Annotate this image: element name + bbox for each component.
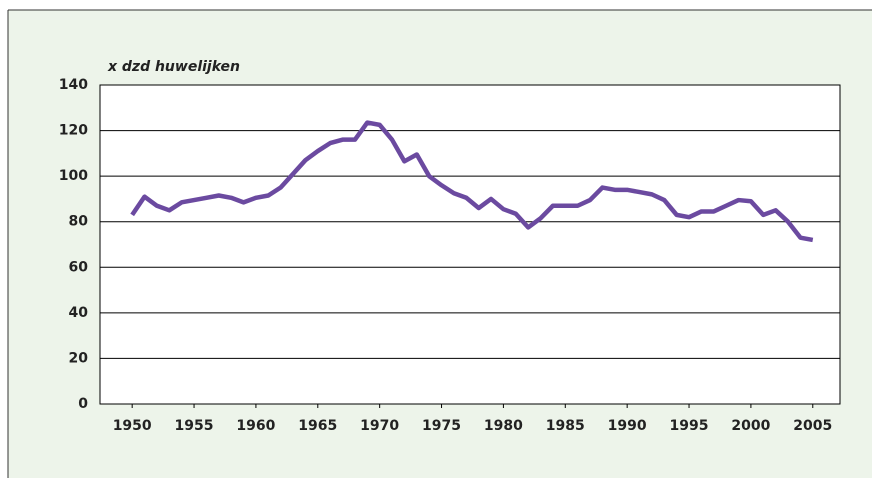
y-tick-label: 40 xyxy=(69,305,89,321)
x-tick-label: 2000 xyxy=(731,418,770,434)
y-tick-label: 60 xyxy=(69,259,89,275)
x-tick-label: 1975 xyxy=(422,418,461,434)
data-line xyxy=(130,120,814,243)
y-axis-label: x dzd huwelijken xyxy=(107,59,240,75)
x-tick-label: 1960 xyxy=(236,418,275,434)
x-tick-label: 1985 xyxy=(546,418,585,434)
x-tick-label: 1955 xyxy=(175,418,214,434)
x-tick-label: 1995 xyxy=(670,418,709,434)
x-tick-label: 2005 xyxy=(793,418,832,434)
x-tick-label: 1970 xyxy=(360,418,399,434)
y-tick-label: 20 xyxy=(69,350,89,366)
x-tick-label: 1950 xyxy=(113,418,152,434)
y-tick-label: 140 xyxy=(59,77,88,93)
y-tick-label: 80 xyxy=(69,214,89,230)
y-tick-label: 0 xyxy=(78,396,88,412)
y-tick-label: 100 xyxy=(59,168,88,184)
y-tick-label: 120 xyxy=(59,123,88,139)
x-tick-label: 1980 xyxy=(484,418,523,434)
x-tick-label: 1965 xyxy=(298,418,337,434)
plot-area xyxy=(99,84,841,405)
x-tick-label: 1990 xyxy=(608,418,647,434)
